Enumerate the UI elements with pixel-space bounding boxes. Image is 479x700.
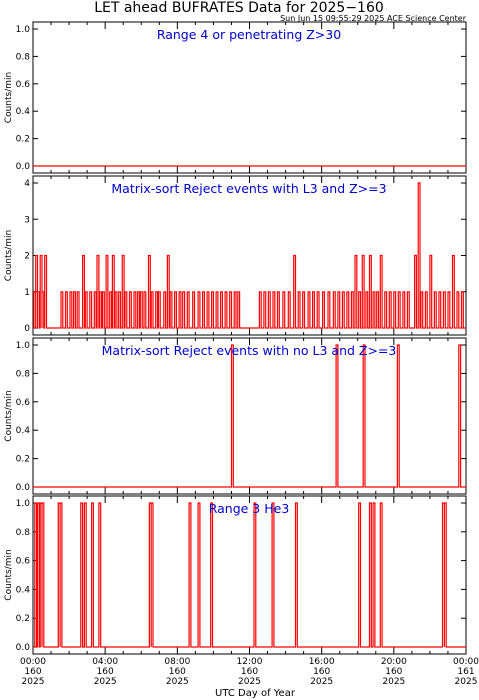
- y-tick-label: 0.8: [16, 528, 31, 538]
- x-tick-year: 2025: [238, 677, 261, 687]
- x-tick-time: 04:00: [92, 657, 118, 667]
- data-series-line: [33, 502, 466, 648]
- y-tick-label: 1.0: [16, 499, 31, 509]
- x-tick-year: 2025: [310, 677, 333, 687]
- panels: 0.0 0.2 0.4 0.6 0.8 1.0 Counts/min Range 4 or p…: [4, 21, 467, 655]
- x-axis-labels: 00:00160202504:00160202508:00160202512:0…: [20, 657, 479, 687]
- y-tick-label: 0.0: [16, 483, 31, 493]
- x-tick-time: 08:00: [164, 657, 190, 667]
- y-tick-label: 3: [24, 215, 30, 225]
- x-axis-title: UTC Day of Year: [215, 688, 296, 699]
- y-tick-label: 0: [24, 324, 30, 334]
- panel-title: Range 3 He3: [209, 501, 290, 516]
- y-tick-label: 0.6: [16, 80, 31, 90]
- x-tick-year: 2025: [455, 677, 478, 687]
- y-tick-label: 0.2: [16, 614, 30, 624]
- y-tick-label: 1.0: [16, 25, 31, 35]
- y-tick-label: 0.0: [16, 162, 31, 172]
- y-tick-label: 0.4: [16, 585, 31, 595]
- y-axis-title: Counts/min: [4, 230, 14, 281]
- y-tick-label: 1: [24, 288, 30, 298]
- y-tick-label: 0.8: [16, 52, 31, 62]
- y-tick-label: 4: [24, 179, 30, 189]
- panel-title: Matrix-sort Reject events with no L3 and…: [102, 343, 397, 358]
- x-tick-year: 2025: [166, 677, 189, 687]
- y-tick-label: 0.2: [16, 455, 30, 465]
- y-tick-label: 0.2: [16, 135, 30, 145]
- panel-4: 0.0 0.2 0.4 0.6 0.8 1.0 Counts/min Range 3 He3: [4, 495, 467, 655]
- data-series-line: [33, 344, 466, 488]
- y-tick-label: 0.6: [16, 557, 31, 567]
- x-tick-doy: 160: [97, 667, 114, 677]
- x-tick-year: 2025: [382, 677, 405, 687]
- x-tick-doy: 160: [169, 667, 186, 677]
- y-tick-label: 0.4: [16, 426, 31, 436]
- x-tick-year: 2025: [94, 677, 117, 687]
- x-tick-doy: 161: [457, 667, 474, 677]
- x-tick-time: 16:00: [309, 657, 335, 667]
- x-tick-year: 2025: [22, 677, 45, 687]
- y-axis-title: Counts/min: [4, 72, 14, 123]
- x-tick-doy: 160: [313, 667, 330, 677]
- y-tick-label: 0.0: [16, 643, 31, 653]
- x-tick-doy: 160: [241, 667, 258, 677]
- figure-title: LET ahead BUFRATES Data for 2025−160: [94, 0, 384, 16]
- y-axis-title: Counts/min: [4, 390, 14, 441]
- data-series-line: [33, 182, 466, 329]
- panel-1: 0.0 0.2 0.4 0.6 0.8 1.0 Counts/min Range 4 or p…: [4, 21, 467, 174]
- y-tick-label: 1.0: [16, 341, 31, 351]
- y-axis-title: Counts/min: [4, 549, 14, 600]
- timestamp: Sun Jun 15 09:55:29 2025 ACE Science Cen…: [280, 14, 467, 23]
- y-tick-label: 2: [24, 252, 30, 262]
- x-tick-doy: 160: [24, 667, 41, 677]
- panel-title: Range 4 or penetrating Z>30: [157, 27, 341, 42]
- panel-3: 0.0 0.2 0.4 0.6 0.8 1.0 Counts/min Matrix-sort …: [4, 337, 467, 495]
- y-tick-label: 0.4: [16, 107, 31, 117]
- y-tick-label: 0.6: [16, 398, 31, 408]
- panel-2: 0 1 2 3 4 Counts/min Matrix-sort Reject events…: [4, 175, 467, 336]
- panel-title: Matrix-sort Reject events with L3 and Z>…: [111, 181, 386, 196]
- x-tick-time: 00:00: [20, 657, 46, 667]
- y-tick-label: 0.8: [16, 369, 31, 379]
- x-tick-doy: 160: [385, 667, 402, 677]
- x-tick-time: 20:00: [381, 657, 407, 667]
- x-tick-time: 12:00: [237, 657, 263, 667]
- x-tick-time: 00:00: [453, 657, 479, 667]
